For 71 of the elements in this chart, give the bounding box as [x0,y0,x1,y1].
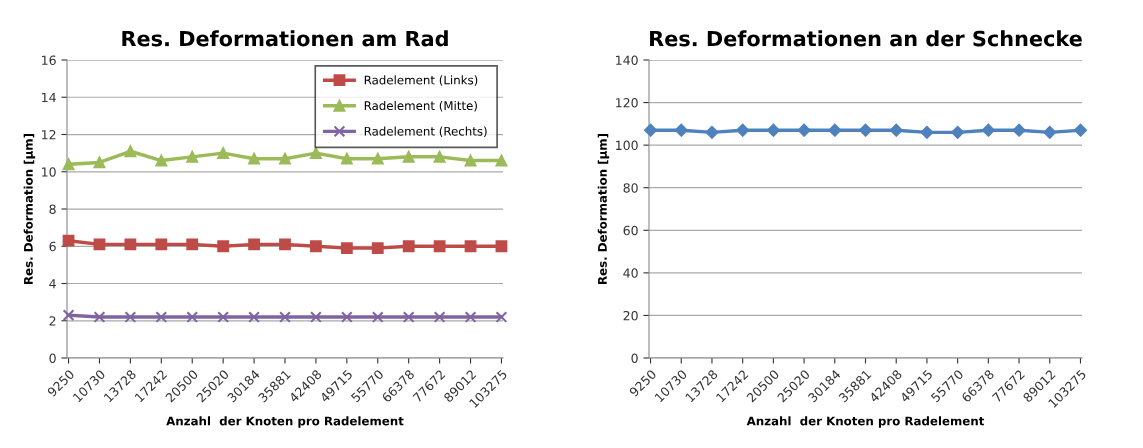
point [464,154,477,167]
x-axis-title: Anzahl der Knoten pro Radelement [746,416,985,428]
y-tick-label: 12 [42,129,56,140]
point [124,145,137,158]
point [433,240,446,253]
y-tick-label: 8 [49,204,56,214]
y-tick-label: 0 [631,353,638,363]
point [495,240,508,253]
point [217,311,230,323]
point [248,152,260,165]
point [217,147,230,160]
point [464,311,477,323]
point [433,150,446,163]
point [186,150,199,163]
point [371,152,384,165]
x-axis-title: Anzahl der Knoten pro Radelement [166,416,404,428]
point [495,311,508,323]
y-tick-label: 120 [616,98,638,108]
point [155,311,168,323]
point [340,242,353,255]
point [186,238,199,251]
point [495,154,508,167]
y-tick-label: 6 [49,241,56,252]
point [217,240,230,253]
point [279,311,291,323]
y-tick-label: 80 [623,183,638,193]
point [279,152,291,165]
y-tick-label: 100 [616,140,638,151]
point [371,311,384,323]
chart-title: Res. Deformationen am Rad [122,30,448,47]
point [402,311,415,323]
y-tick-label: 14 [42,92,56,102]
y-tick-label: 2 [49,316,56,326]
y-tick-label: 10 [42,167,56,177]
legend-label: Radelement (Mitte) [364,100,477,112]
y-axis-title: Res. Deformation [µm] [23,134,36,284]
point [402,240,415,253]
point [371,242,384,255]
point [402,150,415,163]
point [62,309,75,322]
y-axis-title: Res. Deformation [µm] [597,134,610,284]
point [124,311,137,323]
point [248,311,260,323]
legend-label: Radelement (Rechts) [364,126,487,138]
point [155,238,168,251]
point [340,152,353,165]
point [93,238,106,251]
y-tick-label: 4 [49,279,56,289]
point [248,238,260,251]
point [186,311,199,323]
point [340,311,353,323]
chart-title: Res. Deformationen an der Schnecke [650,30,1082,47]
point [310,311,322,323]
point [62,158,75,171]
y-tick-label: 40 [623,268,638,278]
y-tick-label: 60 [623,225,638,236]
point [93,311,106,323]
y-tick-label: 20 [623,310,638,321]
point [155,154,168,167]
point [310,240,322,253]
y-tick-label: 16 [42,55,56,65]
point [464,240,477,253]
point [124,238,137,251]
point [279,238,291,251]
point [433,311,446,323]
y-tick-label: 140 [616,55,638,65]
legend-label: Radelement (Links) [364,75,478,86]
y-tick-label: 0 [49,353,56,363]
point [62,234,75,247]
point [310,147,322,160]
point [93,156,106,169]
